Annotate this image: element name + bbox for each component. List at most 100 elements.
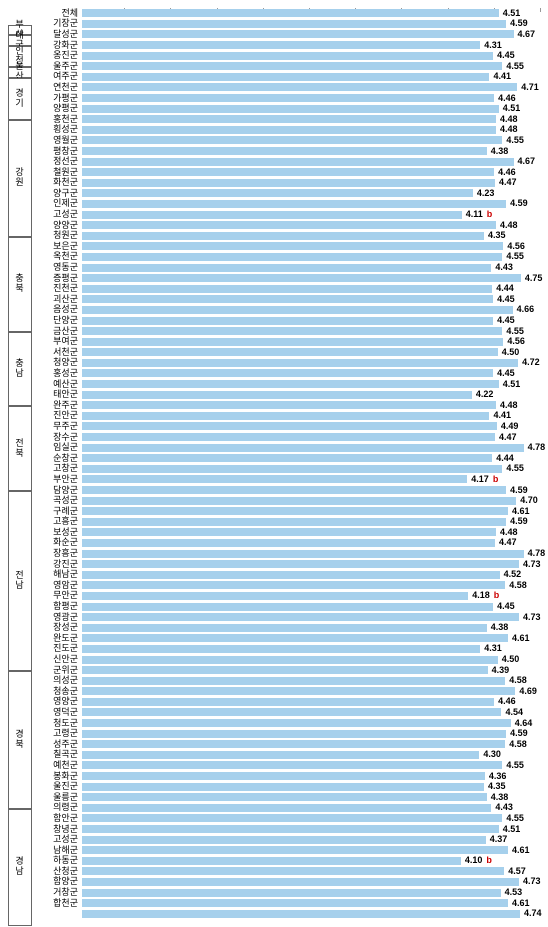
bar-value: 4.23 <box>477 189 495 198</box>
bar <box>82 910 520 918</box>
bar <box>82 878 519 886</box>
bar-value: 4.48 <box>500 528 518 537</box>
bar-value: 4.45 <box>497 369 515 378</box>
table-row: 청송군4.69 <box>8 686 540 697</box>
bar <box>82 52 493 60</box>
bar <box>82 189 473 197</box>
row-label: 영암군 <box>34 581 82 590</box>
bar <box>82 369 493 377</box>
table-row: 남해군4.61 <box>8 845 540 856</box>
row-label: 청도군 <box>34 719 82 728</box>
bar-value: 4.67 <box>518 30 536 39</box>
table-row: 4.74 <box>8 908 540 919</box>
group-label: 충 북 <box>9 274 31 294</box>
bar-value: 4.73 <box>523 613 541 622</box>
table-row: 인제군4.59 <box>8 199 540 210</box>
bar-value: 4.55 <box>506 327 524 336</box>
row-label: 청원군 <box>34 231 82 240</box>
row-label: 영양군 <box>34 697 82 706</box>
table-row: 양구군4.23 <box>8 188 540 199</box>
table-row: 담양군4.59 <box>8 485 540 496</box>
bar-value: 4.74 <box>524 909 542 918</box>
bar <box>82 348 498 356</box>
bar-value: 4.59 <box>510 517 528 526</box>
bar <box>82 825 499 833</box>
table-row: 하동군4.10b <box>8 856 540 867</box>
bar-value: 4.47 <box>499 538 517 547</box>
bar <box>82 889 501 897</box>
table-row: 영양군4.46 <box>8 697 540 708</box>
bar <box>82 264 491 272</box>
table-row: 양평군4.51 <box>8 103 540 114</box>
table-row: 고성군4.11b <box>8 209 540 220</box>
bar-value: 4.51 <box>503 825 521 834</box>
bar-value: 4.64 <box>515 719 533 728</box>
row-label: 고흥군 <box>34 517 82 526</box>
group-label: 전 남 <box>9 571 31 591</box>
bar <box>82 814 502 822</box>
bar <box>82 433 495 441</box>
table-row: 철원군4.46 <box>8 167 540 178</box>
bar <box>82 147 487 155</box>
table-row: 정선군4.67 <box>8 156 540 167</box>
table-row: 고흥군 4.59 <box>8 517 540 528</box>
row-label: 고성군 <box>34 210 82 219</box>
bar <box>82 454 492 462</box>
bar <box>82 793 487 801</box>
table-row: 울릉군4.38 <box>8 792 540 803</box>
table-row: 임실군4.78a <box>8 442 540 453</box>
table-row: 태안군4.22 <box>8 389 540 400</box>
table-row: 완도군4.61 <box>8 633 540 644</box>
table-row: 증평군4.75 <box>8 273 540 284</box>
bar-value: 4.58 <box>509 676 527 685</box>
row-label: 해남군 <box>34 570 82 579</box>
row-label: 청양군 <box>34 358 82 367</box>
bar-value: 4.53 <box>505 888 523 897</box>
bar-value: 4.43 <box>495 263 513 272</box>
bar <box>82 20 506 28</box>
bar <box>82 836 486 844</box>
bar <box>82 867 504 875</box>
row-label: 예산군 <box>34 380 82 389</box>
bar <box>82 285 492 293</box>
row-label: 장성군 <box>34 623 82 632</box>
row-label: 괴산군 <box>34 295 82 304</box>
bar <box>82 30 514 38</box>
bar-value: 4.35 <box>488 782 506 791</box>
bar <box>82 380 499 388</box>
table-row: 화천군4.47 <box>8 178 540 189</box>
table-row: 강화군4.31 <box>8 40 540 51</box>
bar-value: 4.39 <box>492 666 510 675</box>
bar <box>82 465 502 473</box>
bar <box>82 9 499 17</box>
group-box: 대 구 <box>8 35 32 46</box>
table-row: 홍천군4.48 <box>8 114 540 125</box>
bar-value: 4.31 <box>484 644 502 653</box>
table-row: 곡성군4.70 <box>8 495 540 506</box>
table-row: 창녕군4.51 <box>8 824 540 835</box>
bar-value: 4.35 <box>488 231 506 240</box>
bar <box>82 613 519 621</box>
table-row: 장수군4.47 <box>8 432 540 443</box>
group-box: 경 기 <box>8 78 32 120</box>
bar-value: 4.17 <box>471 475 489 484</box>
row-label: 옹진군 <box>34 51 82 60</box>
bar-value: 4.55 <box>506 464 524 473</box>
row-label: 의성군 <box>34 676 82 685</box>
bar-value: 4.59 <box>510 486 528 495</box>
row-label: 장흥군 <box>34 549 82 558</box>
bar-value: 4.46 <box>498 94 516 103</box>
row-label: 거창군 <box>34 888 82 897</box>
table-row: 청양군4.72 <box>8 358 540 369</box>
bar <box>82 306 513 314</box>
table-row: 옥천군4.55 <box>8 252 540 263</box>
group-box: 전 북 <box>8 406 32 491</box>
bar <box>82 677 505 685</box>
bar <box>82 327 502 335</box>
row-label: 무주군 <box>34 422 82 431</box>
row-label: 증평군 <box>34 274 82 283</box>
bar <box>82 761 502 769</box>
table-row: 영암군4.58 <box>8 580 540 591</box>
row-label: 성주군 <box>34 740 82 749</box>
bar <box>82 571 500 579</box>
